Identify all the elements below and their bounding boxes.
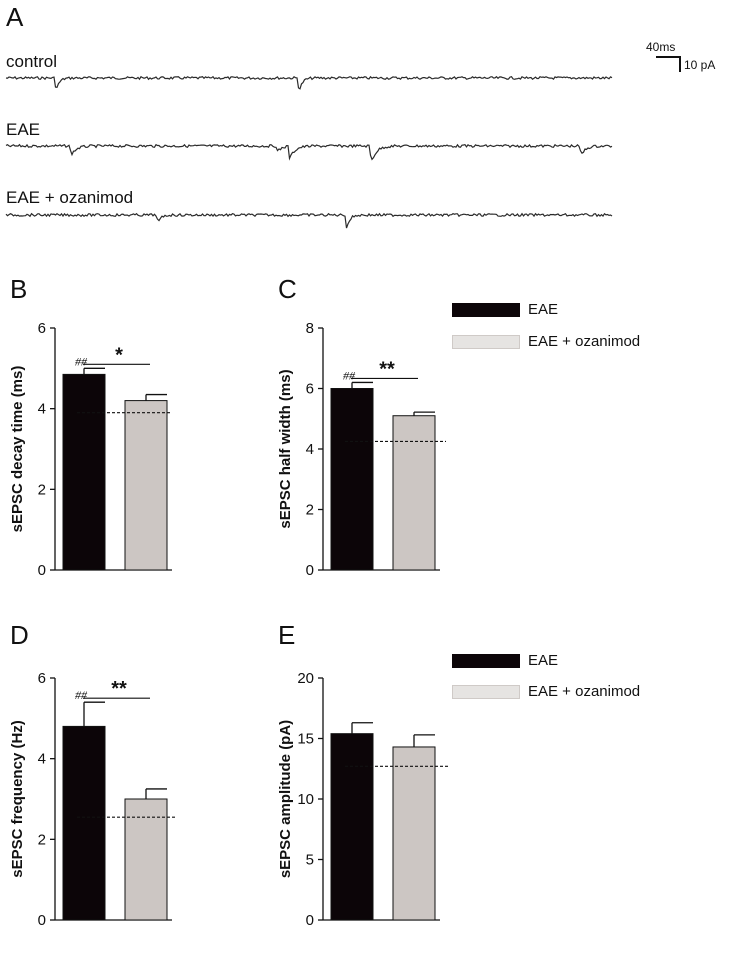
y-tick-label-e: 20 (297, 670, 314, 687)
bar-c-eae (330, 388, 374, 571)
y-tick-label-b: 4 (38, 401, 46, 418)
panel-label-a: A (6, 2, 24, 32)
hash-marker-b: ## (75, 354, 88, 368)
bar-e-eae (330, 733, 374, 921)
legend-swatch-eae (452, 303, 520, 317)
y-tick-label-b: 2 (38, 481, 46, 498)
bar-e-eae-ozanimod (392, 746, 436, 921)
chart-decay-time: 0 2 4 6 sEPSC decay time (ms) * ## (9, 320, 172, 579)
y-tick-label-c: 4 (306, 441, 314, 458)
legend-label-eae-2: EAE (528, 652, 559, 669)
legend-label-eae-ozanimod-2: EAE + ozanimod (528, 683, 641, 700)
y-axis-label-d: sEPSC frequency (Hz) (9, 720, 26, 878)
scale-bar (656, 56, 681, 72)
y-axis-label-c: sEPSC half width (ms) (277, 369, 294, 528)
y-tick-label-d: 4 (38, 751, 46, 768)
y-tick-label-c: 2 (306, 502, 314, 519)
sepsc-traces (5, 75, 613, 229)
y-tick-label-e: 5 (306, 852, 314, 869)
legend-label-eae-ozanimod: EAE + ozanimod (528, 333, 641, 350)
y-tick-label-c: 6 (306, 381, 314, 398)
legend-swatch-eae-ozanimod-2 (452, 685, 520, 699)
y-axis-label-e: sEPSC amplitude (pA) (277, 720, 294, 878)
chart-amplitude: 0 5 10 15 20 sEPSC amplitude (pA) (277, 670, 448, 929)
bar-b-eae (62, 373, 106, 571)
bar-d-eae (62, 725, 106, 921)
y-tick-label-c: 8 (306, 320, 314, 337)
chart-half-width: 0 2 4 6 8 sEPSC half width (ms) ** ## (277, 320, 446, 579)
trace-label-eae-ozanimod: EAE + ozanimod (6, 188, 134, 207)
significance-marker-b: * (115, 344, 123, 366)
trace-label-eae: EAE (6, 120, 41, 139)
y-tick-label-d: 6 (38, 670, 46, 687)
y-axis-label-b: sEPSC decay time (ms) (9, 366, 26, 533)
panel-label-c: C (278, 274, 297, 304)
bar-b-eae-ozanimod (124, 400, 168, 571)
y-tick-label-c: 0 (306, 562, 314, 579)
legend-label-eae: EAE (528, 301, 559, 318)
y-tick-label-e: 10 (297, 791, 314, 808)
scale-bar-current-label: 10 pA (684, 58, 716, 72)
legend-swatch-eae-ozanimod (452, 335, 520, 349)
trace-control (5, 75, 613, 90)
significance-marker-c: ** (379, 358, 395, 380)
trace-eae (5, 143, 613, 161)
y-tick-label-d: 0 (38, 912, 46, 929)
significance-marker-d: ** (111, 678, 127, 700)
legend-swatch-eae-2 (452, 654, 520, 668)
panel-label-e: E (278, 620, 296, 650)
hash-marker-d: ## (75, 688, 88, 702)
panel-label-d: D (10, 620, 29, 650)
trace-label-control: control (6, 52, 58, 71)
bar-d-eae-ozanimod (124, 798, 168, 921)
panel-label-b: B (10, 274, 28, 304)
y-tick-label-b: 0 (38, 562, 46, 579)
hash-marker-c: ## (343, 368, 356, 382)
y-tick-label-b: 6 (38, 320, 46, 337)
trace-eae-ozanimod (5, 212, 613, 229)
scale-bar-time-label: 40ms (646, 40, 676, 54)
y-tick-label-e: 15 (297, 731, 314, 748)
y-tick-label-d: 2 (38, 831, 46, 848)
y-tick-label-e: 0 (306, 912, 314, 929)
bar-c-eae-ozanimod (392, 415, 436, 571)
chart-frequency: 0 2 4 6 sEPSC frequency (Hz) ** ## (9, 670, 175, 929)
